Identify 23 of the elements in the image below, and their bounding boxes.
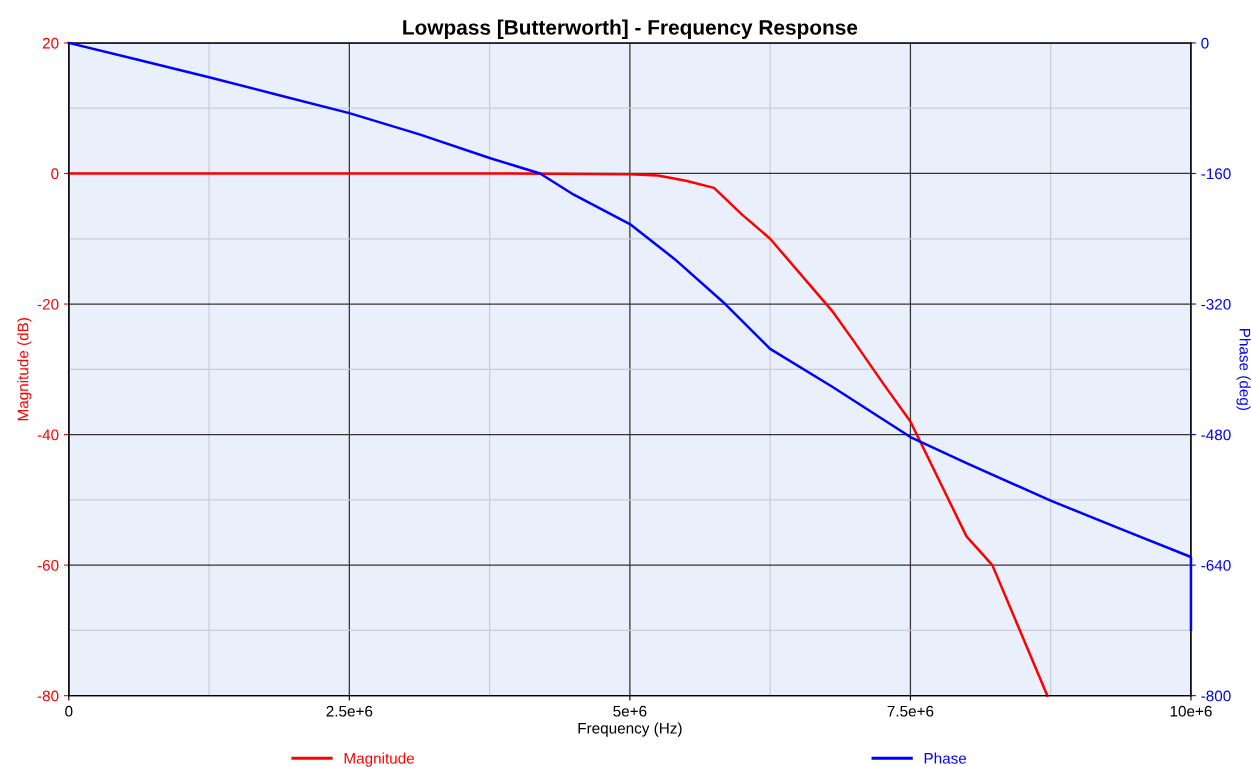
x-tick-label: 10e+6 (1170, 705, 1212, 717)
y2-tick-label: -320 (1201, 298, 1231, 310)
y2-tick-label: -160 (1201, 168, 1231, 180)
x-tick-label: 2.5e+6 (326, 705, 373, 717)
y-tick-label: -40 (37, 429, 59, 441)
x-tick-label: 5e+6 (613, 705, 647, 717)
y2-axis-title: Phase (deg) (1236, 328, 1251, 410)
y-tick-label: -60 (37, 559, 59, 571)
x-tick-label: 0 (65, 705, 73, 717)
x-axis-title: Frequency (Hz) (578, 722, 682, 737)
y-tick-label: 0 (51, 168, 59, 180)
legend-label: Magnitude (344, 752, 415, 767)
legend-label: Phase (924, 752, 967, 764)
y2-tick-label: 0 (1201, 37, 1209, 49)
y-axis-title: Magnitude (dB) (17, 318, 32, 421)
x-tick-label: 7.5e+6 (887, 705, 934, 717)
chart-title: Lowpass [Butterworth] - Frequency Response (403, 19, 858, 39)
y2-tick-label: -480 (1201, 429, 1231, 441)
y2-tick-label: -800 (1201, 690, 1231, 702)
y-tick-label: 20 (42, 37, 59, 49)
y-tick-label: -80 (37, 690, 59, 702)
y2-tick-label: -640 (1201, 559, 1231, 571)
y-tick-label: -20 (37, 298, 59, 310)
